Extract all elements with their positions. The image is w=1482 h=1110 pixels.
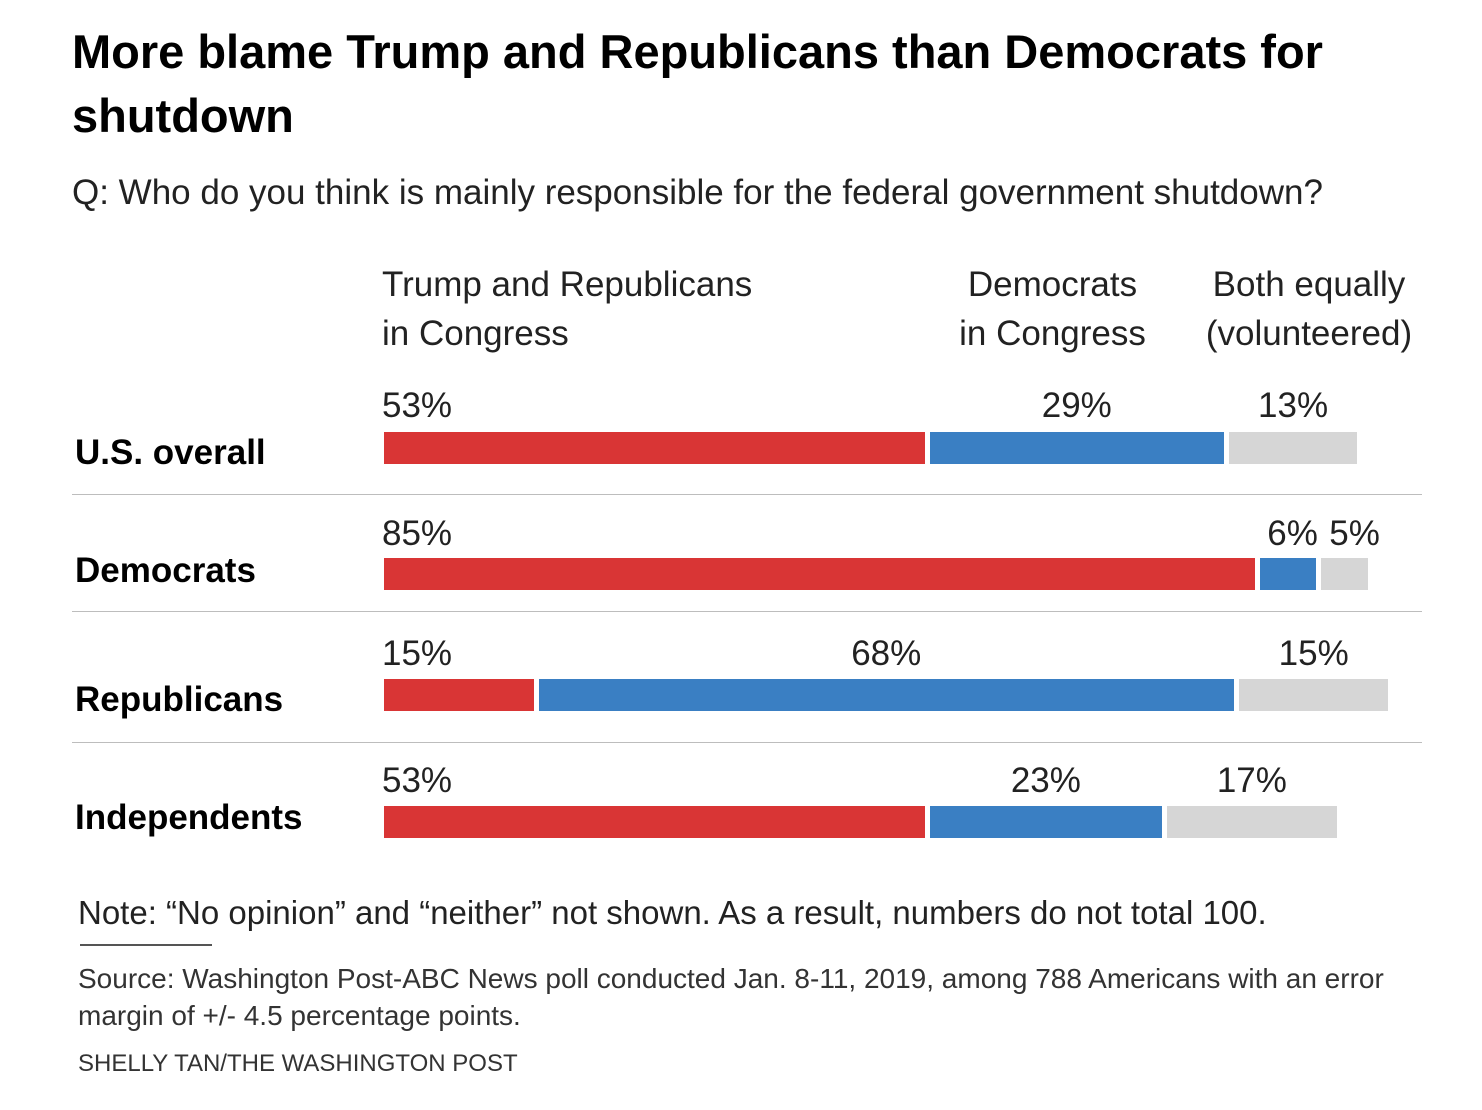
bar-trump-republicans [384,806,925,838]
column-header-line: in Congress [959,314,1146,353]
column-header-both-equally: Both equally (volunteered) [1190,260,1428,358]
value-label: 29% [1041,386,1112,425]
column-header-trump-republicans: Trump and Republicans in Congress [382,260,752,358]
value-label: 23% [1010,761,1081,800]
row-divider [72,611,1422,612]
column-header-line: Democrats [967,265,1138,304]
column-header-democrats: Democrats in Congress [920,260,1185,358]
bar-both-equally [1166,806,1337,838]
value-label: 68% [851,634,922,673]
row-label: Independents [75,798,303,837]
row-divider [72,494,1422,495]
value-label: 85% [382,514,453,553]
value-label: 13% [1258,386,1329,425]
bar-trump-republicans [384,679,534,711]
column-header-line: Trump and Republicans [382,265,753,304]
bar-democrats [929,432,1224,464]
chart-subtitle: Q: Who do you think is mainly responsibl… [72,173,1323,212]
bar-democrats [538,679,1234,711]
value-label: 15% [1278,634,1349,673]
value-label: 53% [382,386,453,425]
row-label: Democrats [75,551,256,590]
bar-democrats [929,806,1162,838]
value-label: 6% [1267,514,1318,553]
bar-trump-republicans [384,432,925,464]
bar-both-equally [1228,432,1358,464]
bar-trump-republicans [384,558,1255,590]
column-header-line: in Congress [382,314,569,353]
bar-democrats [1259,558,1317,590]
column-header-line: Both equally [1212,265,1406,304]
value-label: 15% [382,634,453,673]
note-text: Note: “No opinion” and “neither” not sho… [78,894,1267,931]
column-header-line: (volunteered) [1205,314,1413,353]
value-label: 5% [1329,514,1380,553]
credit-text: SHELLY TAN/THE WASHINGTON POST [78,1050,518,1077]
bar-both-equally [1238,679,1389,711]
row-label: Republicans [75,680,284,719]
source-text: Source: Washington Post-ABC News poll co… [78,963,1384,1031]
value-label: 53% [382,761,453,800]
row-divider [72,742,1422,743]
bar-both-equally [1321,558,1368,590]
chart-title: More blame Trump and Republicans than De… [72,25,1323,142]
value-label: 17% [1216,761,1287,800]
note-divider [80,944,212,946]
row-label: U.S. overall [75,433,266,472]
